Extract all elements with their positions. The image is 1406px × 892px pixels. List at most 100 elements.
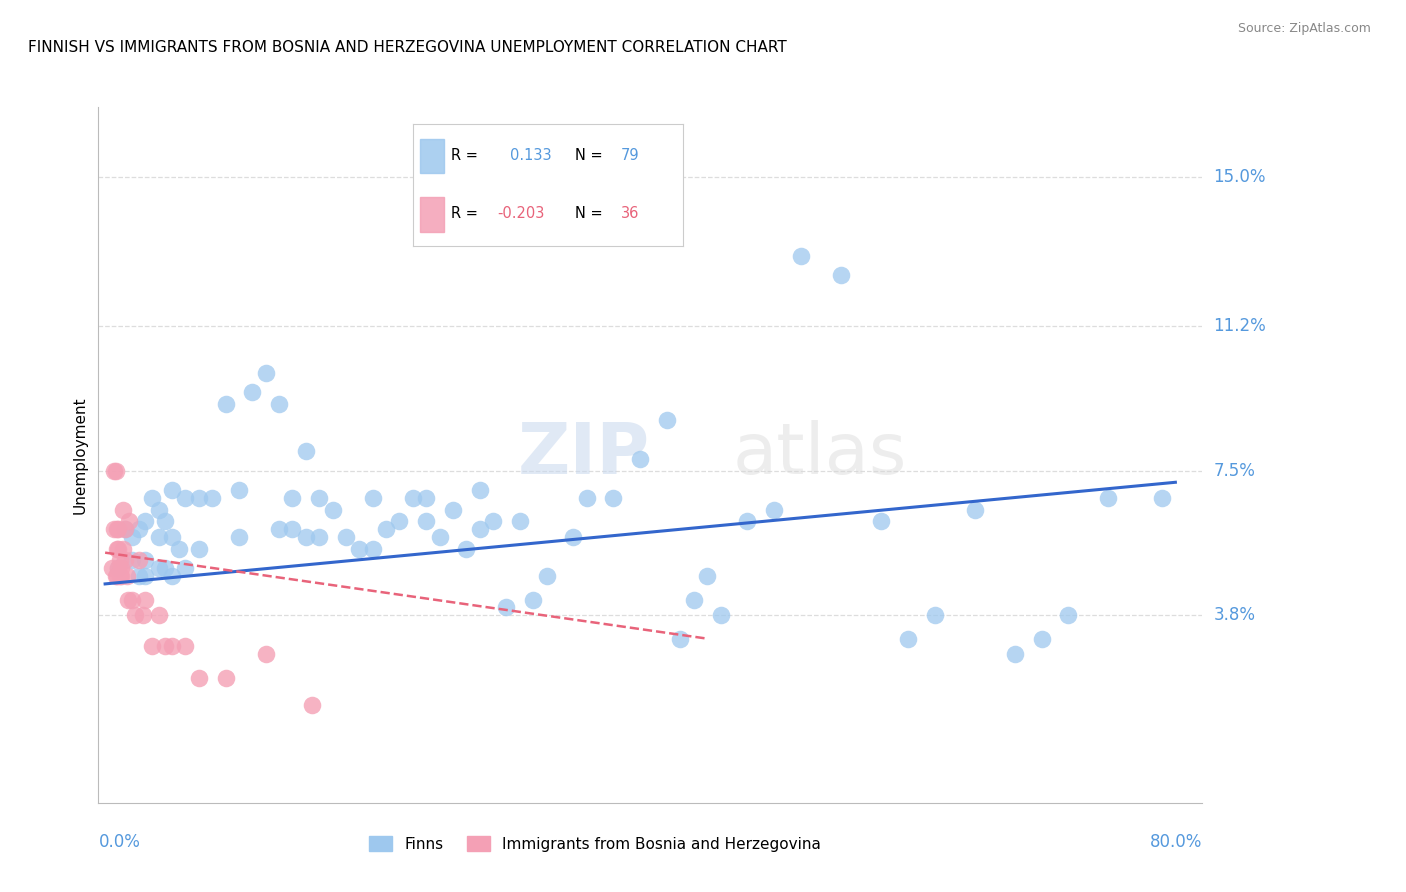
Point — [107, 561, 129, 575]
Point — [536, 569, 558, 583]
Point — [107, 541, 129, 556]
Point — [468, 522, 491, 536]
Point — [155, 561, 177, 575]
Text: atlas: atlas — [733, 420, 907, 490]
Point — [628, 451, 651, 466]
Point — [228, 483, 250, 497]
Point — [201, 491, 224, 505]
Point — [294, 444, 316, 458]
Point — [254, 366, 277, 380]
Point — [267, 397, 290, 411]
Point — [128, 553, 150, 567]
Point — [468, 483, 491, 497]
Point — [160, 530, 183, 544]
Point — [134, 553, 156, 567]
Point — [174, 640, 197, 654]
Point — [790, 249, 813, 263]
Text: 15.0%: 15.0% — [1213, 169, 1265, 186]
Text: 80.0%: 80.0% — [1150, 833, 1202, 851]
Point — [117, 592, 139, 607]
Point — [924, 608, 946, 623]
Point — [115, 569, 138, 583]
Point — [228, 530, 250, 544]
Point — [335, 530, 357, 544]
Point — [114, 522, 136, 536]
Point — [148, 561, 170, 575]
Point — [134, 569, 156, 583]
Point — [301, 698, 323, 712]
Point — [105, 541, 128, 556]
Text: 0.0%: 0.0% — [98, 833, 141, 851]
Point — [131, 608, 153, 623]
Point — [107, 561, 129, 575]
Point — [167, 541, 190, 556]
Point — [281, 491, 304, 505]
Point — [105, 569, 128, 583]
Point — [118, 514, 141, 528]
Point — [830, 268, 852, 282]
Point — [114, 553, 136, 567]
Point — [148, 502, 170, 516]
Point — [128, 569, 150, 583]
Text: Source: ZipAtlas.com: Source: ZipAtlas.com — [1237, 22, 1371, 36]
Point — [121, 530, 143, 544]
Point — [429, 530, 451, 544]
Point — [294, 530, 316, 544]
Point — [134, 592, 156, 607]
Point — [655, 413, 678, 427]
Point — [254, 647, 277, 661]
Point — [121, 592, 143, 607]
Point — [322, 502, 344, 516]
Point — [897, 632, 920, 646]
Point — [111, 502, 134, 516]
Point — [456, 541, 478, 556]
Text: FINNISH VS IMMIGRANTS FROM BOSNIA AND HERZEGOVINA UNEMPLOYMENT CORRELATION CHART: FINNISH VS IMMIGRANTS FROM BOSNIA AND HE… — [28, 40, 787, 55]
Point — [110, 569, 132, 583]
Point — [103, 522, 125, 536]
Point — [682, 592, 704, 607]
Point — [415, 514, 437, 528]
Point — [495, 600, 517, 615]
Y-axis label: Unemployment: Unemployment — [72, 396, 87, 514]
Point — [187, 491, 209, 505]
Point — [141, 640, 163, 654]
Point — [482, 514, 505, 528]
Point — [763, 502, 786, 516]
Point — [1031, 632, 1053, 646]
Point — [1097, 491, 1119, 505]
Point — [160, 483, 183, 497]
Point — [870, 514, 893, 528]
Point — [111, 541, 134, 556]
Point — [669, 632, 692, 646]
Point — [160, 569, 183, 583]
Point — [361, 541, 384, 556]
Point — [174, 491, 197, 505]
Point — [402, 491, 425, 505]
Point — [148, 530, 170, 544]
Point — [1150, 491, 1173, 505]
Point — [308, 530, 330, 544]
Point — [735, 514, 758, 528]
Point — [308, 491, 330, 505]
Point — [562, 530, 585, 544]
Text: 11.2%: 11.2% — [1213, 317, 1265, 334]
Point — [388, 514, 411, 528]
Point — [214, 397, 236, 411]
Point — [114, 522, 136, 536]
Point — [103, 464, 125, 478]
Point — [509, 514, 531, 528]
Point — [105, 522, 128, 536]
Point — [124, 608, 146, 623]
Point — [155, 514, 177, 528]
Point — [148, 608, 170, 623]
Point — [602, 491, 624, 505]
Point — [361, 491, 384, 505]
Point — [349, 541, 371, 556]
Point — [522, 592, 544, 607]
Point — [214, 671, 236, 685]
Point — [107, 522, 129, 536]
Point — [375, 522, 398, 536]
Point — [174, 561, 197, 575]
Point — [709, 608, 731, 623]
Point — [415, 491, 437, 505]
